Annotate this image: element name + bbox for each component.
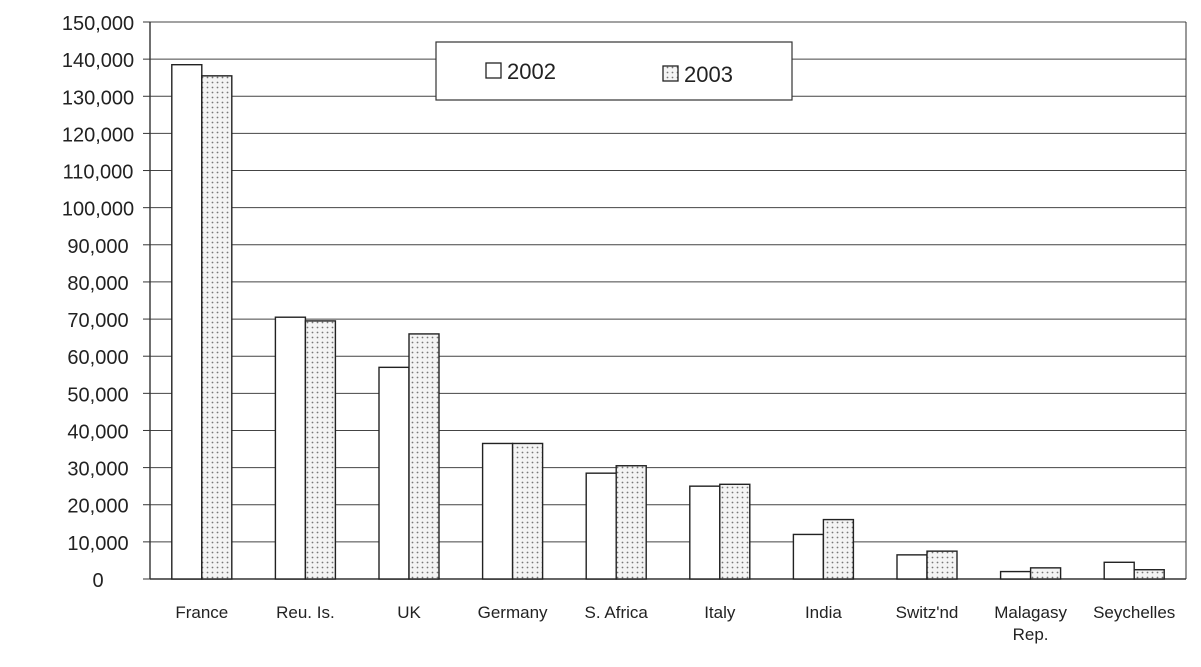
legend-swatch-2002 bbox=[485, 62, 502, 79]
x-tick-label: UK bbox=[397, 603, 421, 622]
y-tick-label: 40,000 bbox=[67, 421, 128, 443]
y-tick-label: 150,000 bbox=[62, 13, 134, 35]
x-tick-label: Italy bbox=[704, 603, 736, 622]
x-tick-label: Germany bbox=[478, 603, 548, 622]
bar-2003-switz-nd bbox=[926, 550, 958, 580]
legend-label-2002: 2002 bbox=[507, 59, 556, 84]
y-tick-label: 70,000 bbox=[67, 310, 128, 332]
x-tick-label: S. Africa bbox=[585, 603, 649, 622]
bar-2002-france bbox=[171, 64, 203, 580]
bar-2002-italy bbox=[689, 485, 721, 580]
bar-2003-reu-is- bbox=[304, 320, 337, 580]
bar-2002-reu-is- bbox=[274, 316, 307, 580]
bar-2003-seychelles bbox=[1133, 569, 1165, 580]
bar-2002-seychelles bbox=[1103, 561, 1135, 580]
bar-2002-uk bbox=[378, 366, 410, 580]
bar-2002-malagasy-rep- bbox=[999, 570, 1032, 580]
legend: 2002 2003 bbox=[435, 41, 793, 101]
y-tick-label: 0 bbox=[92, 570, 103, 592]
y-tick-label: 140,000 bbox=[62, 50, 134, 72]
y-tick-label: 50,000 bbox=[67, 384, 128, 406]
bar-2002-germany bbox=[481, 442, 514, 580]
x-tick-label: Seychelles bbox=[1093, 603, 1175, 622]
x-tick-label: India bbox=[805, 603, 842, 622]
bar-2002-s-africa bbox=[585, 472, 617, 580]
x-tick-label: Switz'nd bbox=[896, 603, 959, 622]
bar-2003-italy bbox=[719, 483, 751, 580]
y-tick-label: 110,000 bbox=[63, 162, 134, 184]
bar-2002-switz-nd bbox=[896, 554, 928, 580]
y-tick-label: 60,000 bbox=[67, 347, 128, 369]
y-tick-label: 90,000 bbox=[67, 236, 128, 258]
y-tick-label: 100,000 bbox=[62, 199, 134, 221]
y-tick-label: 20,000 bbox=[67, 496, 128, 518]
bar-2002-india bbox=[792, 533, 825, 580]
bar-2003-india bbox=[822, 518, 855, 580]
bar-2003-s-africa bbox=[615, 465, 647, 580]
y-tick-label: 30,000 bbox=[67, 459, 128, 481]
y-tick-label: 120,000 bbox=[62, 124, 134, 146]
legend-swatch-2003 bbox=[662, 65, 679, 82]
y-tick-label: 80,000 bbox=[67, 273, 128, 295]
legend-label-2003: 2003 bbox=[684, 62, 733, 87]
bar-2003-germany bbox=[511, 442, 544, 580]
x-tick-label: France bbox=[175, 603, 228, 622]
y-tick-label: 10,000 bbox=[67, 533, 128, 555]
bar-2003-france bbox=[201, 75, 233, 580]
bar-2003-uk bbox=[408, 333, 440, 580]
y-tick-label: 130,000 bbox=[62, 87, 134, 109]
x-tick-label: Malagasy Rep. bbox=[994, 603, 1067, 644]
bar-2003-malagasy-rep- bbox=[1029, 567, 1062, 580]
x-tick-label: Reu. Is. bbox=[276, 603, 335, 622]
